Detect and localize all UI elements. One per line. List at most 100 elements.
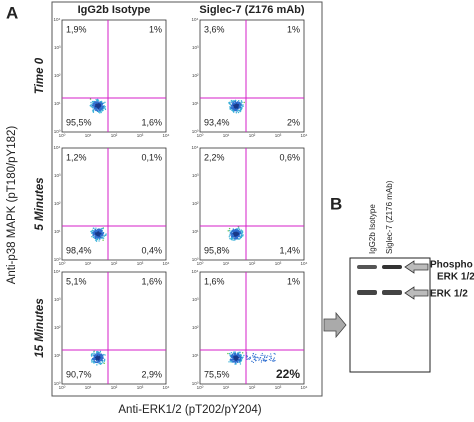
y-axis-label: Anti-p38 MAPK (pT180/pY182) [6,126,18,285]
event-dot [235,363,237,365]
event-dot [97,361,99,364]
event-dot [98,359,100,361]
event-dot [240,230,242,232]
event-dot [233,103,235,105]
event-dot [99,353,101,355]
event-dot [228,361,230,363]
y-tick-label: 10¹ [54,101,61,106]
event-dot [255,353,257,356]
event-dot [95,231,97,233]
event-dot [92,101,94,103]
event-dot [235,355,238,357]
event-dot [261,359,263,361]
event-dot [259,358,261,360]
event-dot [228,101,230,104]
event-dot [101,237,103,239]
y-tick-label: 10⁰ [192,129,199,134]
event-dot [94,358,96,360]
event-dot [94,239,97,241]
event-dot [101,357,103,359]
event-dot [235,104,237,106]
event-dot [232,361,235,363]
event-dot [240,229,242,231]
x-tick-label: 10⁰ [59,261,66,266]
event-dot [234,99,237,102]
event-dot [240,104,242,106]
y-tick-label: 10¹ [54,353,61,358]
band-label: ERK 1/2 [437,272,474,283]
event-dot [252,353,254,355]
event-dot [98,233,100,236]
event-dot [96,351,98,354]
event-dot [270,355,272,357]
y-tick-label: 10² [192,73,199,78]
event-dot [97,101,99,104]
event-dot [102,355,104,357]
event-dot [230,99,233,102]
event-dot [104,105,106,108]
event-dot [94,101,96,103]
y-tick-label: 10³ [54,173,61,178]
event-dot [93,362,95,364]
event-dot [238,107,240,109]
event-dot [96,364,98,366]
event-dot [233,235,235,237]
event-dot [270,359,272,361]
x-tick-label: 10⁰ [197,385,204,390]
event-dot [94,352,96,355]
y-tick-label: 10⁴ [192,17,199,22]
event-dot [94,361,96,363]
quadrant-value: 1,6% [204,276,225,286]
event-dot [230,105,233,107]
event-dot [104,354,106,356]
event-dot [241,101,243,103]
event-dot [238,109,240,112]
x-tick-label: 10⁴ [301,133,308,138]
event-dot [240,359,243,362]
event-dot [238,103,241,105]
event-dot [237,110,239,112]
y-tick-label: 10³ [192,297,199,302]
y-tick-label: 10¹ [192,101,199,106]
event-dot [231,354,234,356]
y-tick-label: 10⁴ [192,145,199,150]
event-dot [229,238,231,240]
event-dot [237,360,239,362]
x-tick-label: 10¹ [85,261,92,266]
event-dot [259,357,262,359]
event-dot [92,102,95,105]
event-dot [92,352,94,355]
event-dot [230,351,233,354]
y-tick-label: 10⁴ [192,269,199,274]
band-label: Phospho [430,260,473,271]
event-dot [239,363,242,365]
event-dot [92,107,94,109]
event-dot [235,107,237,109]
event-dot [230,109,233,111]
event-dot [230,238,233,240]
y-tick-label: 10¹ [54,229,61,234]
x-tick-label: 10² [249,133,256,138]
event-dot [229,108,231,110]
event-dot [95,240,98,242]
event-dot [232,109,234,111]
event-dot [90,101,92,104]
event-dot [231,235,233,238]
event-dot [232,358,234,361]
event-dot [239,108,242,111]
event-dot [102,105,105,108]
column-header: Siglec-7 (Z176 mAb) [199,4,304,16]
event-dot [234,239,236,241]
event-dot [97,352,99,354]
event-dot [233,239,235,241]
quadrant-value: 2,9% [141,369,162,379]
event-dot [229,103,232,106]
event-dot [240,235,243,238]
event-dot [239,230,241,233]
event-dot [257,357,259,359]
link-arrow [323,311,347,339]
event-dot [91,235,93,238]
y-tick-label: 10⁴ [54,145,61,150]
event-dot [97,105,100,107]
event-dot [90,104,92,107]
